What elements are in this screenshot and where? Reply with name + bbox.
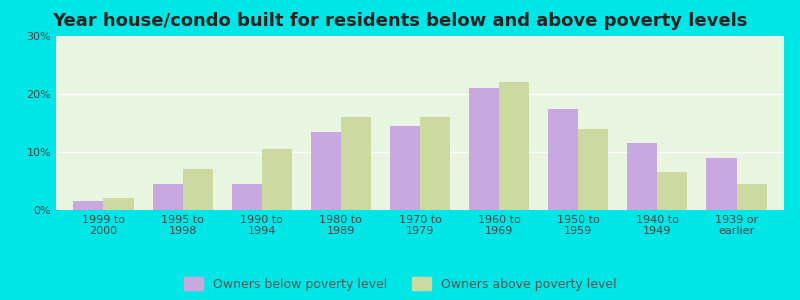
Bar [469, 88, 499, 210]
Text: Year house/condo built for residents below and above poverty levels: Year house/condo built for residents bel… [52, 12, 748, 30]
Bar [706, 158, 737, 210]
Bar [627, 143, 658, 210]
Bar [311, 132, 341, 210]
Bar [420, 117, 450, 210]
Bar [737, 184, 766, 210]
Bar [262, 149, 292, 210]
Bar [548, 109, 578, 210]
Legend: Owners below poverty level, Owners above poverty level: Owners below poverty level, Owners above… [184, 277, 616, 291]
Bar [153, 184, 182, 210]
Bar [232, 184, 262, 210]
Bar [74, 201, 103, 210]
Bar [103, 198, 134, 210]
Bar [390, 126, 420, 210]
Bar [499, 82, 530, 210]
Bar [341, 117, 371, 210]
Bar [182, 169, 213, 210]
Bar [658, 172, 687, 210]
Bar [578, 129, 608, 210]
